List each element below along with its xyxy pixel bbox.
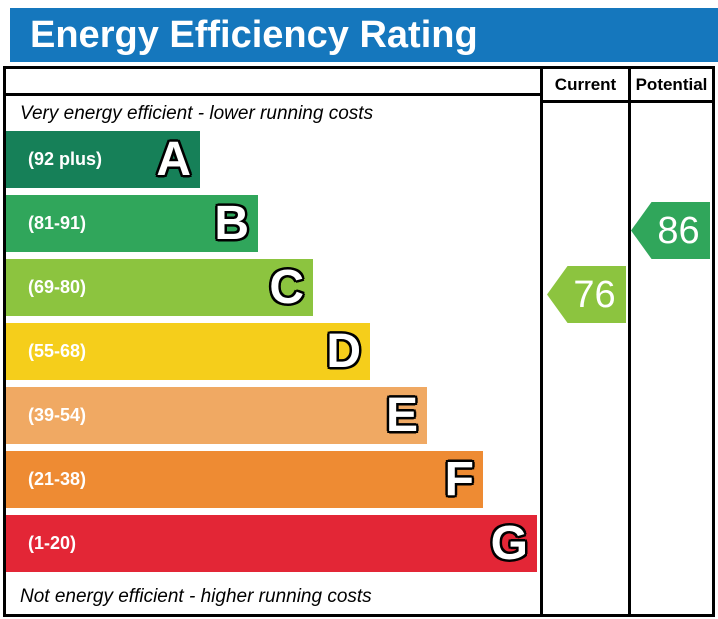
current-column-body: 76 [543, 103, 628, 614]
band-letter: F [443, 452, 475, 506]
bottom-caption: Not energy efficient - higher running co… [20, 585, 372, 607]
band-letter: A [155, 132, 192, 186]
band-letter: C [268, 260, 305, 314]
band-range-label: (69-80) [28, 277, 87, 297]
current-column-header: Current [543, 69, 628, 103]
band-range-label: (92 plus) [28, 149, 103, 169]
bands-container: (92 plus) A (81-91) B (69-80) C (55-68) … [6, 131, 540, 572]
band-letter: E [385, 388, 420, 442]
rating-band: (1-20) G [6, 515, 537, 572]
potential-column: Potential 86 [628, 69, 712, 614]
rating-band: (81-91) B [6, 195, 258, 252]
rating-band: (21-38) F [6, 451, 483, 508]
rating-band: (55-68) D [6, 323, 370, 380]
rating-value: 76 [573, 273, 616, 316]
bands-column-header [6, 69, 540, 96]
band-range-label: (55-68) [28, 341, 87, 361]
rating-band: (39-54) E [6, 387, 427, 444]
potential-column-body: 86 [631, 103, 712, 614]
band-letter: G [489, 516, 529, 570]
potential-column-header: Potential [631, 69, 712, 103]
band-letter: D [325, 324, 362, 378]
rating-arrow: 76 [547, 266, 626, 323]
current-column: Current 76 [540, 69, 628, 614]
bands-column-body: Very energy efficient - lower running co… [6, 96, 540, 614]
band-range-label: (1-20) [28, 533, 77, 553]
rating-band: (69-80) C [6, 259, 313, 316]
bands-column: Very energy efficient - lower running co… [6, 69, 540, 614]
rating-band: (92 plus) A [6, 131, 200, 188]
rating-table: Very energy efficient - lower running co… [3, 66, 715, 617]
top-caption: Very energy efficient - lower running co… [20, 102, 374, 124]
band-range-label: (39-54) [28, 405, 87, 425]
rating-arrow: 86 [631, 202, 710, 259]
band-letter: B [213, 196, 250, 250]
page-title: Energy Efficiency Rating [10, 8, 718, 62]
band-range-label: (21-38) [28, 469, 87, 489]
band-range-label: (81-91) [28, 213, 87, 233]
rating-value: 86 [657, 209, 700, 252]
